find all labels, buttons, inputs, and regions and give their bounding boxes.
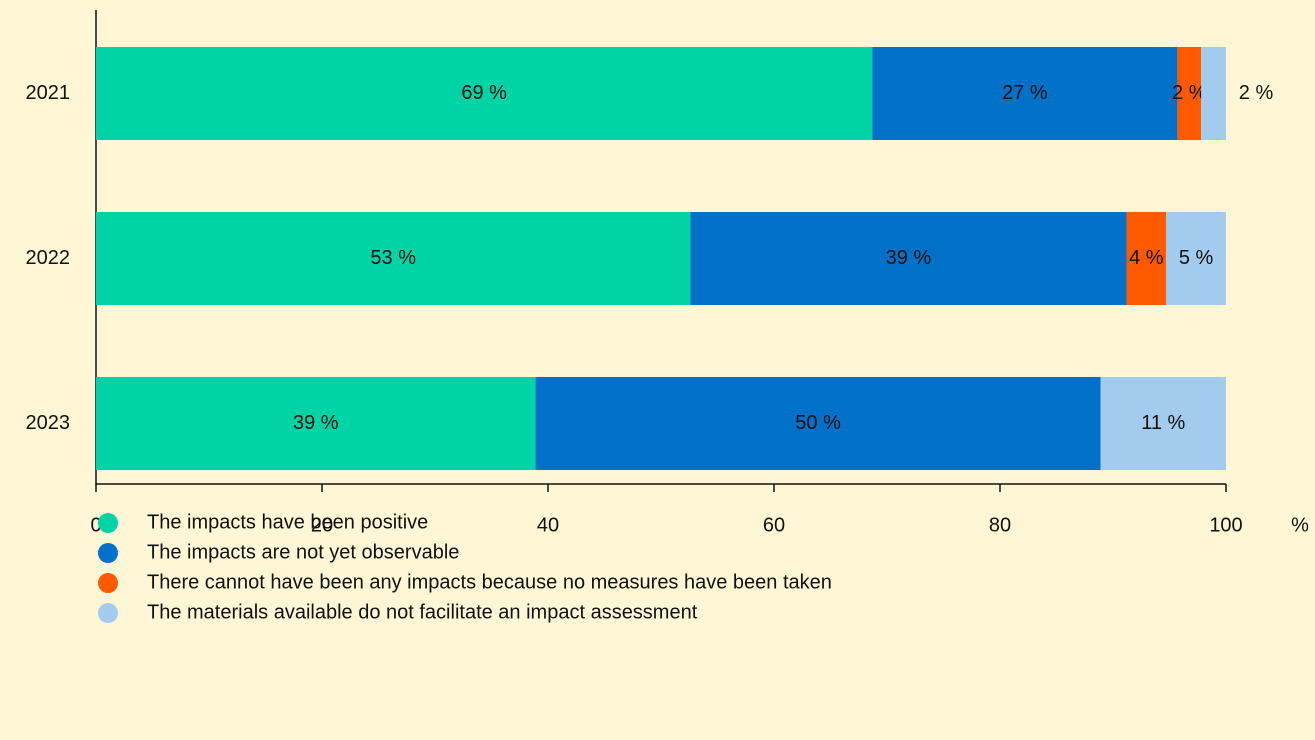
legend-label: The materials available do not facilitat… [147, 601, 698, 623]
value-label: 4 % [1129, 247, 1164, 269]
value-label: 11 % [1141, 412, 1185, 434]
value-label: 5 % [1179, 247, 1214, 269]
y-tick-label: 2022 [26, 247, 71, 269]
x-tick-label: 60 [763, 514, 785, 536]
x-tick-label: 20 [311, 514, 333, 536]
y-tick-label: 2023 [26, 412, 71, 434]
value-label: 50 % [795, 412, 841, 434]
x-axis-label: % [1291, 514, 1309, 536]
value-label: 2 % [1172, 82, 1207, 104]
x-tick-label: 0 [90, 514, 101, 536]
value-label: 69 % [461, 82, 507, 104]
legend-marker [98, 513, 118, 533]
bar-segment [690, 212, 1127, 305]
legend-marker [98, 543, 118, 563]
bar-segment [1201, 47, 1226, 140]
x-tick-label: 40 [537, 514, 559, 536]
legend-label: The impacts have been positive [147, 511, 428, 533]
bar-segment [1177, 47, 1202, 140]
legend-label: The impacts are not yet observable [147, 541, 459, 563]
bar-segment [1126, 212, 1167, 305]
bar-segment [96, 212, 691, 305]
x-tick-label: 80 [989, 514, 1011, 536]
value-label: 2 % [1239, 82, 1274, 104]
value-label: 39 % [293, 412, 339, 434]
value-label: 27 % [1002, 82, 1048, 104]
legend-marker [98, 603, 118, 623]
y-tick-label: 2021 [26, 82, 71, 104]
bar-segment [872, 47, 1178, 140]
bar-segment [1166, 212, 1226, 305]
bar-segment [96, 47, 873, 140]
legend-marker [98, 573, 118, 593]
x-tick-label: 100 [1209, 514, 1242, 536]
legend-label: There cannot have been any impacts becau… [147, 571, 832, 593]
value-label: 39 % [886, 247, 932, 269]
bar-segment [1100, 377, 1226, 470]
bar-segment [535, 377, 1101, 470]
bar-segment [96, 377, 536, 470]
value-label: 53 % [370, 247, 416, 269]
